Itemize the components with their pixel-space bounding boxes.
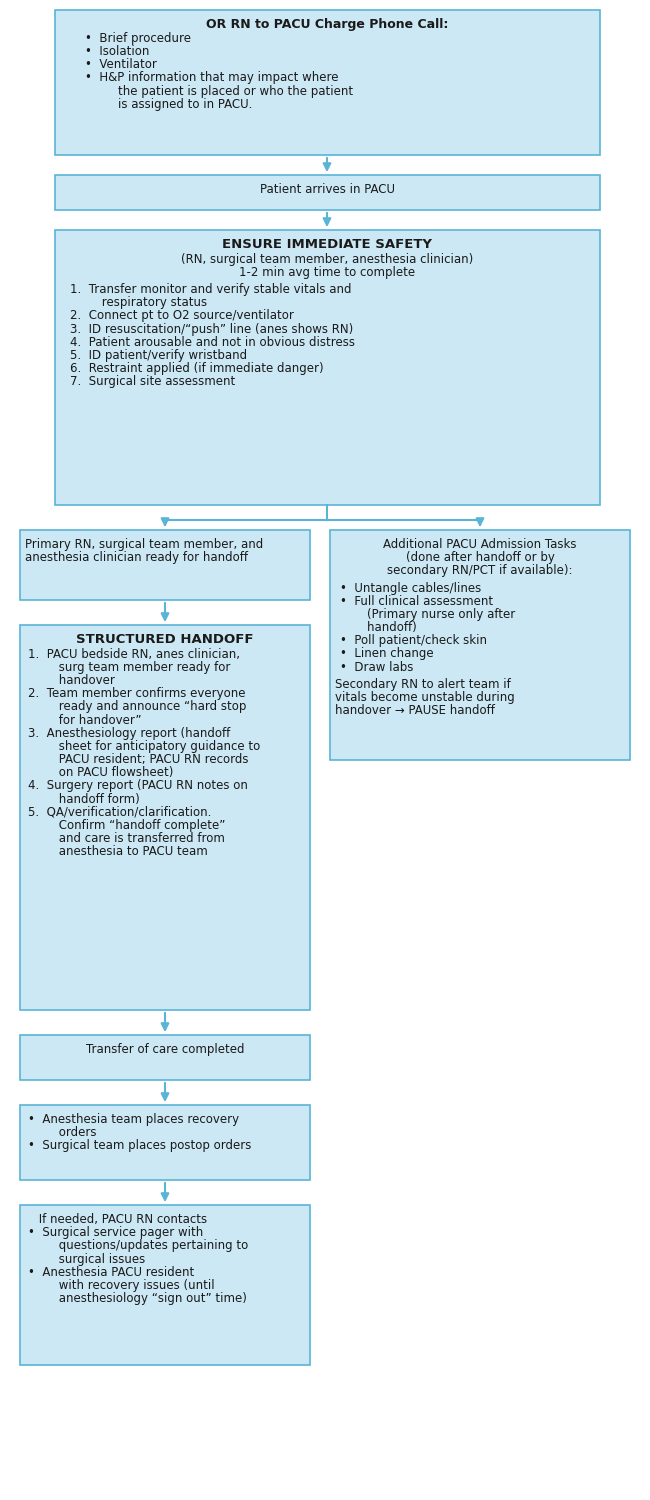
Text: with recovery issues (until: with recovery issues (until (40, 1280, 214, 1292)
Text: 4.  Surgery report (PACU RN notes on: 4. Surgery report (PACU RN notes on (28, 780, 248, 792)
Text: 5.  ID patient/verify wristband: 5. ID patient/verify wristband (70, 350, 247, 361)
Text: orders: orders (40, 1126, 96, 1138)
Text: If needed, PACU RN contacts: If needed, PACU RN contacts (20, 1214, 207, 1225)
FancyBboxPatch shape (20, 530, 310, 600)
Text: Primary RN, surgical team member, and: Primary RN, surgical team member, and (25, 538, 263, 550)
Text: •  Untangle cables/lines: • Untangle cables/lines (340, 582, 481, 594)
FancyBboxPatch shape (55, 230, 600, 506)
Text: ready and announce “hard stop: ready and announce “hard stop (40, 700, 246, 714)
Text: 1.  PACU bedside RN, anes clinician,: 1. PACU bedside RN, anes clinician, (28, 648, 240, 660)
Text: Secondary RN to alert team if: Secondary RN to alert team if (335, 678, 511, 690)
Text: Confirm “handoff complete”: Confirm “handoff complete” (40, 819, 226, 833)
Text: •  Anesthesia team places recovery: • Anesthesia team places recovery (28, 1113, 239, 1126)
Text: 2.  Connect pt to O2 source/ventilator: 2. Connect pt to O2 source/ventilator (70, 309, 294, 322)
FancyBboxPatch shape (20, 1106, 310, 1180)
Text: •  Brief procedure: • Brief procedure (85, 32, 191, 45)
Text: •  Full clinical assessment: • Full clinical assessment (340, 594, 493, 608)
Text: (RN, surgical team member, anesthesia clinician): (RN, surgical team member, anesthesia cl… (181, 252, 474, 266)
Text: (Primary nurse only after: (Primary nurse only after (352, 608, 515, 621)
Text: handoff): handoff) (352, 621, 417, 634)
FancyBboxPatch shape (330, 530, 630, 760)
Text: •  Poll patient/check skin: • Poll patient/check skin (340, 634, 487, 646)
FancyBboxPatch shape (20, 626, 310, 1010)
Text: secondary RN/PCT if available):: secondary RN/PCT if available): (387, 564, 573, 578)
Text: and care is transferred from: and care is transferred from (40, 833, 225, 844)
FancyBboxPatch shape (55, 176, 600, 210)
Text: 1-2 min avg time to complete: 1-2 min avg time to complete (239, 266, 415, 279)
Text: STRUCTURED HANDOFF: STRUCTURED HANDOFF (76, 633, 254, 646)
Text: •  Ventilator: • Ventilator (85, 58, 157, 72)
Text: the patient is placed or who the patient: the patient is placed or who the patient (103, 84, 353, 98)
FancyBboxPatch shape (55, 10, 600, 154)
Text: 5.  QA/verification/clarification.: 5. QA/verification/clarification. (28, 806, 211, 819)
Text: OR RN to PACU Charge Phone Call:: OR RN to PACU Charge Phone Call: (206, 18, 448, 32)
Text: 7.  Surgical site assessment: 7. Surgical site assessment (70, 375, 235, 388)
Text: handover → PAUSE handoff: handover → PAUSE handoff (335, 704, 495, 717)
Text: 2.  Team member confirms everyone: 2. Team member confirms everyone (28, 687, 246, 700)
FancyBboxPatch shape (20, 1035, 310, 1080)
Text: ENSURE IMMEDIATE SAFETY: ENSURE IMMEDIATE SAFETY (222, 238, 432, 250)
Text: questions/updates pertaining to: questions/updates pertaining to (40, 1239, 248, 1252)
Text: anesthesia clinician ready for handoff: anesthesia clinician ready for handoff (25, 550, 248, 564)
Text: surgical issues: surgical issues (40, 1252, 145, 1266)
Text: handoff form): handoff form) (40, 792, 140, 806)
Text: 4.  Patient arousable and not in obvious distress: 4. Patient arousable and not in obvious … (70, 336, 355, 350)
Text: anesthesiology “sign out” time): anesthesiology “sign out” time) (40, 1292, 247, 1305)
Text: surg team member ready for: surg team member ready for (40, 662, 230, 674)
Text: •  Anesthesia PACU resident: • Anesthesia PACU resident (28, 1266, 194, 1278)
Text: Patient arrives in PACU: Patient arrives in PACU (260, 183, 395, 196)
Text: on PACU flowsheet): on PACU flowsheet) (40, 766, 174, 780)
Text: •  Isolation: • Isolation (85, 45, 150, 58)
Text: •  Draw labs: • Draw labs (340, 660, 413, 674)
Text: 3.  Anesthesiology report (handoff: 3. Anesthesiology report (handoff (28, 728, 230, 740)
Text: vitals become unstable during: vitals become unstable during (335, 692, 515, 703)
Text: 3.  ID resuscitation/“push” line (anes shows RN): 3. ID resuscitation/“push” line (anes sh… (70, 322, 353, 336)
Text: (done after handoff or by: (done after handoff or by (406, 550, 554, 564)
Text: anesthesia to PACU team: anesthesia to PACU team (40, 846, 208, 858)
Text: Transfer of care completed: Transfer of care completed (86, 1042, 244, 1056)
Text: is assigned to in PACU.: is assigned to in PACU. (103, 98, 252, 111)
Text: respiratory status: respiratory status (83, 297, 207, 309)
Text: 6.  Restraint applied (if immediate danger): 6. Restraint applied (if immediate dange… (70, 362, 324, 375)
Text: for handover”: for handover” (40, 714, 142, 726)
Text: handover: handover (40, 674, 115, 687)
Text: 1.  Transfer monitor and verify stable vitals and: 1. Transfer monitor and verify stable vi… (70, 284, 352, 296)
Text: •  Surgical service pager with: • Surgical service pager with (28, 1226, 203, 1239)
Text: sheet for anticipatory guidance to: sheet for anticipatory guidance to (40, 740, 260, 753)
Text: PACU resident; PACU RN records: PACU resident; PACU RN records (40, 753, 248, 766)
Text: •  H&P information that may impact where: • H&P information that may impact where (85, 72, 339, 84)
Text: •  Linen change: • Linen change (340, 648, 434, 660)
Text: Additional PACU Admission Tasks: Additional PACU Admission Tasks (384, 538, 577, 550)
FancyBboxPatch shape (20, 1204, 310, 1365)
Text: •  Surgical team places postop orders: • Surgical team places postop orders (28, 1140, 252, 1152)
